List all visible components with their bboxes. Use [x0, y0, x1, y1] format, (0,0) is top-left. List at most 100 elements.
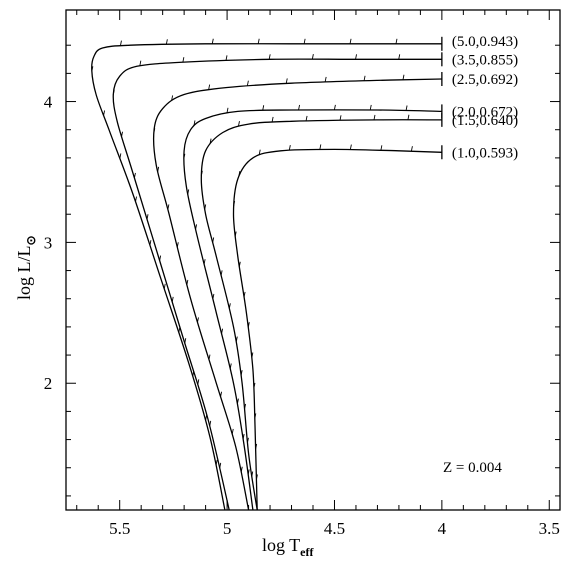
track-marker [226, 107, 229, 113]
track-marker [240, 466, 243, 472]
track-marker [271, 116, 274, 123]
track-marker [319, 144, 322, 150]
track-marker [407, 114, 410, 120]
track-marker [205, 415, 208, 421]
track-marker [187, 189, 190, 195]
track-marker [339, 115, 342, 121]
track-marker [120, 40, 122, 46]
track-marker [208, 354, 211, 360]
track-marker [229, 363, 232, 369]
track-marker [236, 398, 239, 404]
track-marker [324, 76, 327, 83]
series-label: (2.5,0.692) [452, 72, 518, 88]
series-label: (2.0,0.672) [452, 104, 518, 120]
track-marker [255, 474, 258, 480]
track-marker [242, 433, 245, 440]
series-label: (3.5,0.855) [452, 52, 518, 68]
track-marker [197, 317, 199, 323]
track-marker [410, 146, 413, 152]
track-marker [165, 39, 168, 45]
track-marker [251, 471, 254, 477]
track-marker [246, 80, 249, 86]
track-marker [209, 138, 212, 144]
ticks [66, 10, 560, 510]
x-axis-label-sub: eff [300, 545, 314, 559]
track-marker [208, 84, 211, 90]
track-marker [251, 352, 254, 358]
series-label: (5.0,0.943) [452, 34, 518, 50]
track-marker [333, 104, 336, 110]
x-tick-label: 4.5 [324, 519, 345, 538]
track-marker [257, 38, 260, 44]
track-line [152, 78, 442, 510]
track-marker [238, 121, 240, 127]
y-tick-label: 2 [44, 374, 53, 393]
track-marker [234, 231, 237, 237]
y-axis-label-sub: ⊙ [24, 235, 38, 245]
track-marker [373, 114, 376, 121]
series-label: (1.5,0.640) [452, 113, 518, 129]
track-marker [220, 391, 223, 397]
track-marker [349, 38, 352, 44]
track-marker [240, 370, 243, 376]
track-marker [238, 261, 241, 267]
track-marker [200, 170, 203, 176]
track-marker [305, 115, 308, 121]
track-line [232, 148, 442, 510]
track-marker [288, 145, 291, 151]
track-marker [247, 437, 249, 443]
track-marker [193, 120, 196, 126]
x-tick-label: 4 [438, 519, 447, 538]
y-tick-label: 4 [44, 93, 53, 112]
track-marker [228, 303, 231, 309]
x-tick-label: 5 [223, 519, 232, 538]
track-marker [233, 200, 236, 207]
track-marker [402, 74, 405, 80]
track-marker [225, 55, 228, 61]
track-marker [159, 255, 162, 261]
track-marker [285, 78, 288, 84]
track-marker [103, 110, 106, 116]
track-marker [91, 66, 94, 72]
track-marker [121, 131, 123, 137]
track-marker [235, 336, 238, 342]
track-line [183, 109, 442, 510]
track-marker [298, 104, 300, 111]
track-marker [157, 166, 160, 172]
track-marker [258, 149, 261, 155]
track-marker [311, 54, 314, 60]
track-marker [253, 382, 256, 389]
track-marker [220, 270, 223, 276]
annotation-metallicity: Z = 0.004 [443, 460, 502, 476]
track-marker [395, 38, 398, 44]
track-marker [182, 57, 185, 63]
track-marker [244, 403, 247, 410]
track-marker [262, 105, 265, 111]
track-marker [243, 291, 246, 298]
track-line [91, 43, 442, 510]
track-marker [369, 104, 372, 111]
y-axis-label-prefix: log L/L [14, 246, 34, 301]
y-axis-label: log L/L⊙ [14, 235, 38, 300]
series-label: (1.0,0.593) [452, 145, 518, 161]
track-marker [349, 144, 352, 150]
track-marker [303, 38, 306, 44]
track-marker [238, 171, 241, 177]
track-marker [195, 224, 198, 230]
x-tick-label: 5.5 [109, 519, 130, 538]
track-marker [186, 279, 189, 286]
track-marker [167, 204, 170, 210]
track-marker [197, 379, 200, 385]
track-line [200, 119, 442, 510]
track-marker [209, 420, 212, 426]
track-marker [135, 196, 137, 202]
tick-labels: 5.5 5 4.5 4 3.5 2 3 4 [44, 93, 560, 538]
track-marker [355, 54, 357, 60]
x-tick-label: 3.5 [539, 519, 560, 538]
track-marker [112, 89, 115, 95]
track-marker [405, 105, 408, 111]
track-marker [171, 95, 174, 101]
track-marker [255, 443, 258, 450]
track-marker [219, 462, 222, 468]
track-marker [139, 60, 142, 66]
